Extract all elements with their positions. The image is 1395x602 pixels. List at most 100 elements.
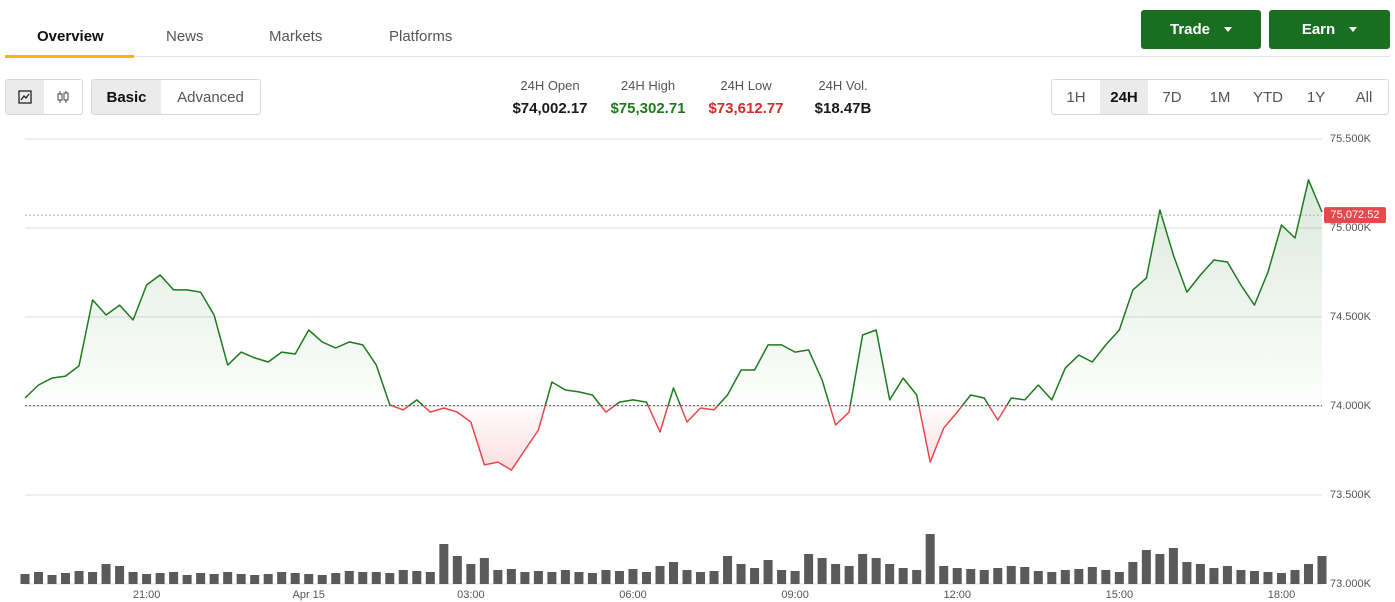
volume-bar	[696, 572, 706, 584]
volume-bar	[371, 572, 381, 584]
volume-bar	[1182, 562, 1192, 584]
stat-label: 24H Open	[520, 78, 580, 93]
volume-bar	[925, 534, 935, 584]
trade-button[interactable]: Trade	[1141, 10, 1261, 49]
range-button[interactable]: YTD	[1253, 88, 1283, 106]
x-tick-label: 21:00	[133, 589, 161, 601]
tab[interactable]: Overview	[37, 28, 104, 45]
volume-bar	[1006, 566, 1016, 584]
range-button[interactable]: 1Y	[1306, 88, 1326, 106]
volume-bar	[439, 544, 449, 584]
range-button[interactable]: 1M	[1209, 88, 1231, 106]
volume-bar	[939, 566, 949, 584]
volume-bar	[709, 571, 719, 584]
stat-value: $73,612.77	[708, 100, 784, 117]
tab[interactable]: Platforms	[389, 28, 453, 45]
y-tick-label: 75.500K	[1330, 133, 1372, 145]
volume-bar	[209, 574, 219, 584]
volume-bar	[47, 575, 57, 584]
x-tick-label: 18:00	[1268, 589, 1296, 601]
range-button[interactable]: 1H	[1066, 88, 1086, 106]
stat-label: 24H Vol.	[818, 78, 868, 93]
y-tick-label: 74.000K	[1330, 400, 1372, 412]
candle-chart-button[interactable]	[44, 80, 82, 114]
volume-bar	[452, 556, 462, 584]
x-tick-label: 15:00	[1106, 589, 1134, 601]
earn-button[interactable]: Earn	[1269, 10, 1390, 49]
volume-bar	[587, 573, 597, 584]
x-tick-label: 12:00	[943, 589, 971, 601]
x-tick-label: Apr 15	[293, 589, 325, 601]
volume-bar	[669, 562, 678, 584]
volume-bar	[1074, 569, 1084, 584]
volume-bar	[88, 572, 98, 584]
range-button[interactable]: 7D	[1162, 88, 1182, 106]
stat: 24H Open $74,002.17	[495, 78, 605, 117]
volume-bar	[763, 560, 773, 584]
caret	[1224, 27, 1233, 32]
chart-type-toggle	[5, 79, 83, 115]
volume-bar	[479, 558, 489, 584]
volume-bar	[1155, 554, 1165, 584]
y-tick-label: 73.000K	[1330, 578, 1372, 590]
stat-value: $75,302.71	[610, 100, 686, 117]
stat: 24H Vol. $18.47B	[788, 78, 898, 117]
volume-bar	[574, 572, 584, 584]
last-price-tag	[1324, 207, 1386, 224]
volume-bar	[804, 554, 814, 584]
volume-bar	[736, 564, 746, 584]
volume-bar	[560, 570, 570, 584]
stat: 24H Low $73,612.77	[691, 78, 801, 117]
x-tick-label: 09:00	[781, 589, 809, 601]
volume-bar	[1195, 564, 1205, 584]
volume-bar	[858, 554, 868, 584]
volume-bar	[506, 569, 516, 584]
stat-label: 24H Low	[720, 78, 772, 93]
volume-bar	[142, 574, 152, 584]
volume-bar	[290, 573, 300, 584]
stat-label: 24H High	[620, 78, 676, 93]
tab-indicator	[5, 55, 134, 58]
line-chart-button[interactable]	[6, 80, 44, 114]
volume-bar	[952, 568, 962, 584]
mode-button[interactable]: Basic	[92, 80, 161, 114]
volume-bar	[223, 572, 233, 584]
price-line	[24, 179, 1323, 471]
volume-bar	[101, 564, 111, 584]
volume-bar	[723, 556, 733, 584]
mode-button[interactable]: Advanced	[177, 88, 244, 106]
button-label: Trade	[1169, 21, 1211, 38]
volume-bar	[236, 574, 246, 584]
line-icon	[18, 90, 32, 104]
range-selector: 1H 24H 7D 1M YTD 1Y All	[1051, 79, 1389, 115]
range-button[interactable]: All	[1355, 88, 1373, 106]
stat-value: $18.47B	[814, 100, 872, 117]
tab[interactable]: Markets	[269, 28, 323, 45]
volume-bar	[871, 558, 881, 584]
volume-bar	[115, 566, 125, 584]
x-tick-label: 03:00	[457, 589, 485, 601]
button-label: Earn	[1301, 21, 1336, 38]
volume-bar	[1303, 564, 1313, 584]
volume-bar	[74, 571, 84, 584]
volume-bar	[993, 568, 1003, 584]
last-price-label: 75,072.52	[1331, 209, 1380, 221]
volume-bar	[263, 574, 273, 584]
tab[interactable]: News	[166, 28, 204, 45]
volume-bar	[682, 570, 692, 584]
volume-bar	[1263, 572, 1273, 584]
volume-bar	[1020, 567, 1030, 584]
volume-bar	[358, 572, 368, 584]
view-mode-toggle: Basic Advanced	[91, 79, 261, 115]
volume-bar	[493, 570, 503, 584]
volume-bar	[831, 564, 841, 584]
volume-bar	[628, 569, 638, 584]
volume-bar	[61, 573, 71, 584]
volume-bar	[304, 574, 314, 584]
volume-bar	[979, 570, 989, 584]
range-button[interactable]: 24H	[1100, 80, 1148, 114]
y-tick-label: 73.500K	[1330, 489, 1372, 501]
volume-bar	[331, 573, 341, 584]
